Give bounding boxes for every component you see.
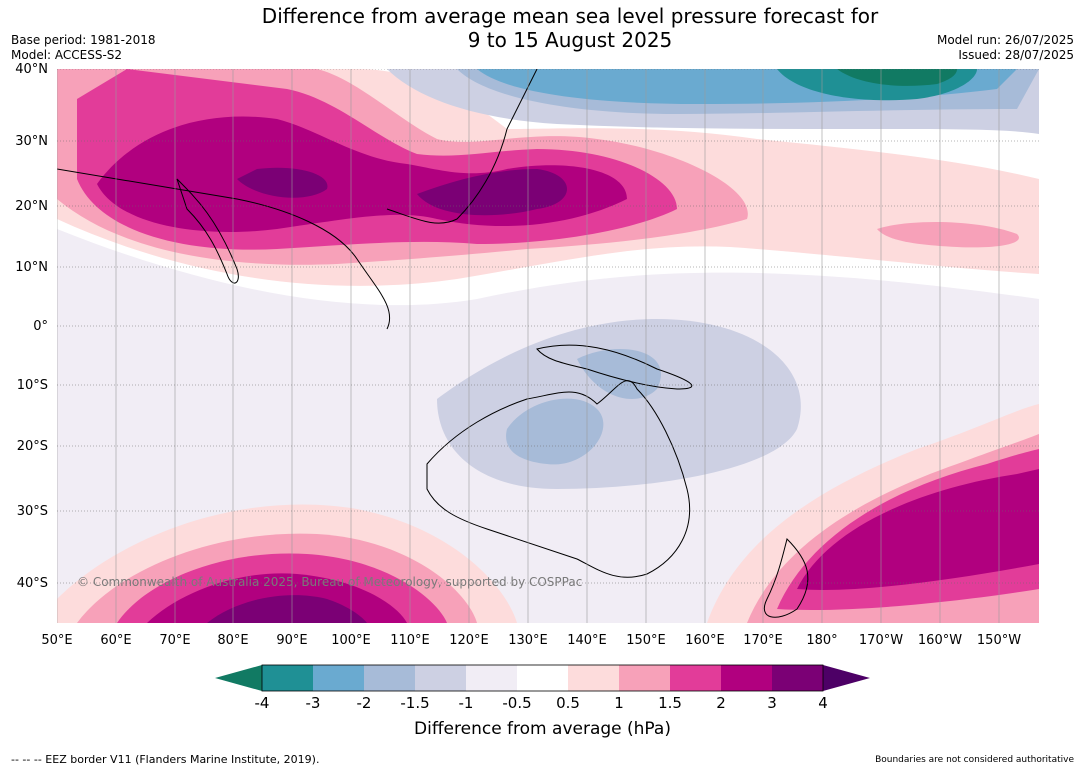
- colorbar-segments: [262, 665, 824, 691]
- colorbar-segment: [364, 665, 416, 691]
- lon-label: 180°: [806, 633, 838, 648]
- lat-label: 40°S: [16, 576, 48, 591]
- lon-label: 130°E: [508, 633, 548, 648]
- lat-label: 30°S: [16, 504, 48, 519]
- lon-label: 90°E: [276, 633, 308, 648]
- colorbar-segment: [466, 665, 518, 691]
- colorbar-segment: [415, 665, 467, 691]
- contour-pos-se-2: [797, 469, 1039, 590]
- lat-label: 10°S: [16, 378, 48, 393]
- colorbar-segment: [670, 665, 722, 691]
- gridlines: [57, 69, 1039, 623]
- eez-note: -- -- -- EEZ border V11 (Flanders Marine…: [11, 753, 320, 766]
- colorbar-tick: -2: [356, 694, 372, 712]
- colorbar-tick: 4: [818, 694, 828, 712]
- lon-label: 60°E: [100, 633, 132, 648]
- colorbar-frame: [261, 664, 824, 692]
- colorbar-tick: -4: [254, 694, 270, 712]
- base-period: Base period: 1981-2018: [11, 33, 156, 47]
- colorbar-tick: 0.5: [556, 694, 580, 712]
- colorbar-segment: [313, 665, 365, 691]
- colorbar-tick: 3: [767, 694, 777, 712]
- lat-label: 10°N: [15, 260, 48, 275]
- contour-neg-aus-1: [506, 349, 661, 465]
- lon-label: 80°E: [217, 633, 249, 648]
- colorbar-segment: [772, 665, 824, 691]
- map-title: Difference from average mean sea level p…: [170, 4, 970, 52]
- colorbar-tick: -3: [305, 694, 321, 712]
- contour-pos-pacific-1: [877, 222, 1019, 248]
- title-line-1: Difference from average mean sea level p…: [261, 4, 879, 28]
- lat-label: 40°N: [15, 62, 48, 77]
- model-run: Model run: 26/07/2025: [936, 33, 1074, 47]
- issued-date: Issued: 28/07/2025: [958, 48, 1074, 62]
- colorbar-segment: [517, 665, 569, 691]
- lon-label: 170°W: [858, 633, 904, 648]
- colorbar-tick: -0.5: [502, 694, 532, 712]
- colorbar-tick: 2: [716, 694, 726, 712]
- colorbar-min-arrow: [215, 665, 262, 691]
- colorbar-segment: [262, 665, 314, 691]
- boundary-disclaimer: Boundaries are not considered authoritat…: [875, 755, 1074, 765]
- colorbar-tick: -1: [458, 694, 474, 712]
- title-line-2: 9 to 15 August 2025: [467, 28, 673, 52]
- asia-coast: [57, 69, 538, 330]
- colorbar-segment: [568, 665, 620, 691]
- lon-label: 100°E: [331, 633, 371, 648]
- india-outline: [176, 178, 239, 284]
- lon-label: 110°E: [390, 633, 430, 648]
- lon-label: 150°E: [626, 633, 666, 648]
- pressure-anomaly-map: [57, 69, 1039, 623]
- lon-label: 50°E: [41, 633, 73, 648]
- lat-label: 0°: [33, 319, 48, 334]
- copyright-notice: © Commonwealth of Australia 2025, Bureau…: [77, 575, 583, 589]
- colorbar-max-arrow: [823, 665, 870, 691]
- colorbar-tick: 1.5: [658, 694, 682, 712]
- contour-pos-sw-3: [207, 595, 367, 623]
- australia-outline: [426, 380, 691, 578]
- lon-label: 70°E: [159, 633, 191, 648]
- contour-pos-north-3: [237, 167, 567, 216]
- lat-label: 20°S: [16, 439, 48, 454]
- meta-right: Model run: 26/07/2025 Issued: 28/07/2025: [937, 33, 1074, 63]
- lon-label: 140°E: [567, 633, 607, 648]
- lon-label: 170°E: [743, 633, 783, 648]
- colorbar-segment: [619, 665, 671, 691]
- lon-label: 150°W: [976, 633, 1022, 648]
- lon-label: 160°W: [917, 633, 963, 648]
- colorbar-title: Difference from average (hPa): [414, 719, 671, 739]
- colorbar: [215, 664, 870, 692]
- meta-left: Base period: 1981-2018 Model: ACCESS-S2: [11, 33, 156, 63]
- lon-label: 160°E: [685, 633, 725, 648]
- contour-neg-ne-4: [837, 69, 957, 86]
- lat-label: 30°N: [15, 134, 48, 149]
- lon-label: 120°E: [449, 633, 489, 648]
- new-guinea-outline: [536, 344, 693, 390]
- colorbar-segment: [721, 665, 773, 691]
- lat-label: 20°N: [15, 199, 48, 214]
- colorbar-tick: -1.5: [400, 694, 430, 712]
- colorbar-tick: 1: [614, 694, 624, 712]
- model-name: Model: ACCESS-S2: [11, 48, 123, 62]
- new-zealand-outline: [763, 538, 809, 618]
